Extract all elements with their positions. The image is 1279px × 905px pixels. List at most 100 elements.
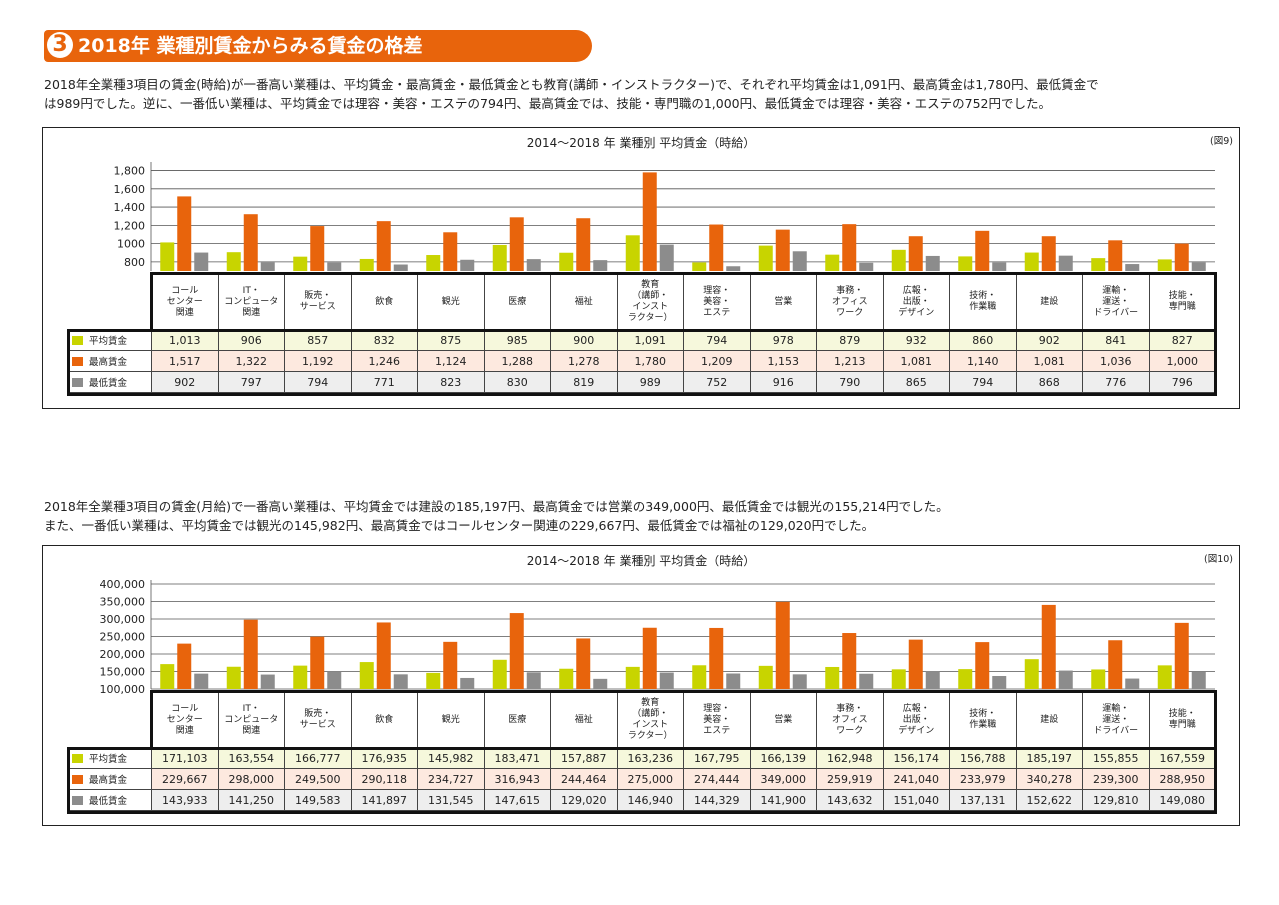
value-cell: 823 — [417, 371, 485, 393]
value-cell: 865 — [882, 371, 950, 393]
category-label-line: 観光 — [441, 296, 460, 307]
bar-avg — [359, 662, 374, 689]
bar-max — [1041, 604, 1056, 689]
category-label-line: オフィス — [831, 714, 868, 725]
category-label-line: 運送・ — [1102, 714, 1130, 725]
category-label-line: センター — [166, 714, 203, 725]
bar-max — [908, 639, 923, 689]
bar-min — [194, 252, 209, 271]
category-label-line: ワーク — [836, 725, 864, 736]
bar-avg — [891, 249, 906, 271]
category-label-line: 運送・ — [1102, 296, 1130, 307]
bar-avg — [1024, 252, 1039, 271]
value-cell: 241,040 — [882, 768, 950, 790]
section-heading: 3 2018年 業種別賃金からみる賃金の格差 — [44, 30, 592, 62]
category-label-line: 教育 — [641, 698, 660, 708]
bar-avg — [891, 669, 906, 689]
category-header: 営業 — [749, 272, 817, 330]
bar-max — [709, 627, 724, 689]
section-title: 2018年 業種別賃金からみる賃金の格差 — [78, 35, 423, 57]
category-header: 事務・ オフィス ワーク — [816, 272, 884, 330]
value-cell: 1,209 — [683, 350, 751, 372]
bar-max — [310, 636, 325, 689]
bar-min — [925, 671, 940, 689]
value-cell: 875 — [417, 329, 485, 351]
bar-avg — [492, 659, 507, 689]
bar-max — [1041, 236, 1056, 271]
legend-swatch — [72, 775, 83, 784]
category-label-line: 広報・ — [902, 703, 930, 714]
bar-min — [726, 673, 741, 689]
category-header: 販売・ サービス — [284, 272, 352, 330]
category-label-line: 建設 — [1040, 296, 1059, 307]
value-cell: 185,197 — [1015, 747, 1083, 769]
value-cell: 1,000 — [1148, 350, 1216, 372]
category-label-line: 出版・ — [902, 714, 930, 725]
value-cell: 832 — [350, 329, 418, 351]
category-header: 技能・ 専門職 — [1148, 272, 1216, 330]
bar-avg — [559, 252, 574, 271]
value-cell: 151,040 — [882, 789, 950, 811]
paragraph-line: また、一番低い業種は、平均賃金では観光の145,982円、最高賃金ではコールセン… — [44, 518, 875, 533]
bar-min — [1058, 255, 1073, 271]
category-label-line: 教育 — [641, 280, 660, 290]
category-header: 運輸・ 運送・ ドライバー — [1082, 272, 1150, 330]
bar-chart-hourly: 800 1000 1,200 1,400 1,600 1,800 — [114, 162, 1215, 271]
category-label-line: 飲食 — [375, 714, 394, 725]
category-label-line: サービス — [299, 302, 336, 312]
bar-max — [1174, 243, 1189, 271]
bar-min — [859, 673, 874, 689]
value-cell: 163,554 — [217, 747, 285, 769]
bar-max — [975, 230, 990, 271]
category-label-line: ラクター） — [627, 313, 673, 323]
category-header: 運輸・ 運送・ ドライバー — [1082, 690, 1150, 748]
category-label-line: 医療 — [508, 296, 527, 307]
value-cell: 244,464 — [550, 768, 618, 790]
table-row: 平均賃金 171,103 163,554 166,777 176,935 145,982 1… — [67, 747, 1216, 769]
category-label-line: ドライバー — [1093, 725, 1139, 736]
value-cell: 794 — [284, 371, 352, 393]
category-label-line: サービス — [299, 720, 336, 730]
value-cell: 183,471 — [483, 747, 551, 769]
bar-avg — [1024, 659, 1039, 689]
table-row: 最低賃金 143,933 141,250 149,583 141,897 131,545 1… — [67, 789, 1216, 811]
category-label-line: 関連 — [175, 725, 194, 736]
figure-label: (図9) — [1210, 136, 1233, 147]
value-cell: 131,545 — [417, 789, 485, 811]
value-cell: 916 — [749, 371, 817, 393]
category-label-line: ワーク — [836, 307, 864, 318]
value-cell: 1,153 — [749, 350, 817, 372]
category-header: 建設 — [1015, 272, 1083, 330]
value-cell: 1,517 — [151, 350, 219, 372]
table-row: 最高賃金 1,517 1,322 1,192 1,246 1,124 1,288 1,278 1… — [67, 350, 1216, 372]
series-name: 平均賃金 — [89, 754, 128, 765]
category-label-line: 理容・ — [703, 703, 731, 714]
category-label-line: 技術・ — [969, 709, 997, 719]
bar-avg — [226, 666, 241, 689]
bar-max — [642, 172, 657, 271]
bar-min — [593, 678, 608, 689]
category-label-line: 建設 — [1040, 714, 1059, 725]
bar-min — [1125, 678, 1140, 689]
bar-max — [443, 232, 458, 271]
bar-avg — [1091, 669, 1106, 689]
bar-avg — [692, 665, 707, 689]
table-row: 最高賃金 229,667 298,000 249,500 290,118 234,727 3… — [67, 768, 1216, 790]
legend-swatch — [72, 378, 83, 387]
category-header: 観光 — [417, 690, 485, 748]
bar-max — [177, 643, 192, 689]
y-tick-label: 350,000 — [100, 596, 146, 609]
legend-cell: 最高賃金 — [67, 768, 152, 790]
value-cell: 1,780 — [616, 350, 684, 372]
value-cell: 129,810 — [1082, 789, 1150, 811]
value-cell: 234,727 — [417, 768, 485, 790]
bar-avg — [692, 262, 707, 271]
legend-cell: 平均賃金 — [67, 747, 152, 769]
bar-avg — [559, 668, 574, 689]
value-cell: 989 — [616, 371, 684, 393]
table-row: 最低賃金 902 797 794 771 823 830 819 989 752 916 790 865… — [67, 371, 1216, 393]
category-label-line: 販売・ — [304, 291, 332, 301]
chart-title: 2014～2018 年 業種別 平均賃金（時給） — [526, 136, 756, 150]
bar-chart-monthly: 100,000 150,000 200,000 250,000 300,000 350,0… — [100, 578, 1215, 696]
legend-cell: 平均賃金 — [67, 329, 152, 351]
